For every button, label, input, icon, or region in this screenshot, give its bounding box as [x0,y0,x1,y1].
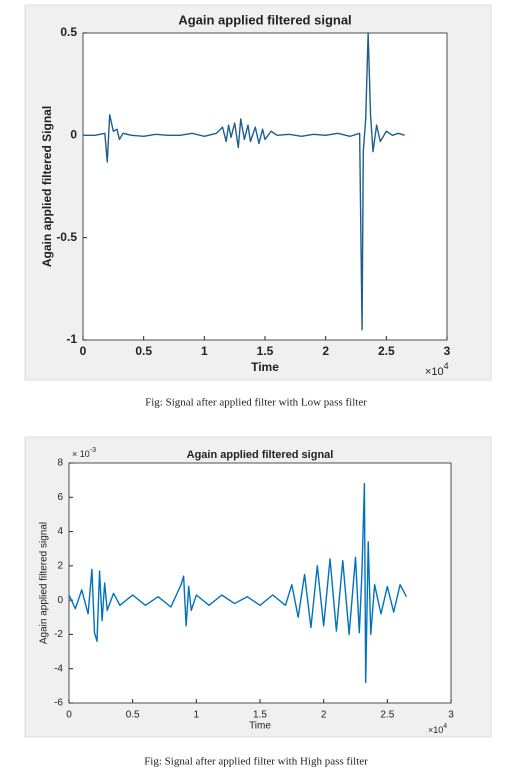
plot-area [82,32,448,341]
x-tick-label: 1.5 [257,344,274,358]
x-tick-label: 2.5 [378,344,395,358]
x-tick-label: 2 [322,344,329,358]
x-tick-label: 1 [201,344,208,358]
x-axis-label: Time [249,721,271,732]
multiplier-base: ×10 [425,366,444,378]
x-tick-label: 1 [194,710,200,721]
y-axis-label: Again applied filtered signal [39,522,50,644]
multiplier-exponent: -3 [90,447,96,454]
multiplier-exponent: 4 [443,723,447,730]
signal-line [68,482,408,684]
y-tick-label: 6 [57,492,63,503]
y-tick-label: 0 [70,128,77,142]
y-tick-label: -1 [66,332,77,346]
y-tick-label: 0 [57,595,63,606]
plot-area [68,462,452,704]
x-tick-label: 0 [80,344,87,358]
x-axis-label: Time [251,360,279,374]
multiplier-base: ×10 [428,725,443,735]
y-axis-label: Again applied filtered Signal [40,106,54,267]
y-tick-label: 0.5 [60,25,77,39]
signal-line [83,32,405,331]
figure-caption: Fig: Signal after applied filter with Lo… [145,397,367,409]
x-tick-label: 0 [66,710,72,721]
y-tick-label: 4 [57,526,63,537]
x-tick-label: 3 [448,710,454,721]
chart-title: Again applied filtered signal [178,12,351,27]
x-tick-label: 2 [321,710,327,721]
y-tick-label: 8 [57,458,63,469]
multiplier-base: × 10 [72,449,90,459]
x-tick-label: 3 [444,344,451,358]
axis-multiplier: ×104 [428,723,447,736]
y-tick-label: -4 [54,663,63,674]
y-tick-label: -0.5 [56,230,77,244]
axis-multiplier: × 10-3 [72,447,96,460]
x-tick-label: 2.5 [380,710,394,721]
y-tick-label: -2 [54,629,63,640]
axis-multiplier: ×104 [425,361,449,378]
x-tick-label: 0.5 [135,344,152,358]
chart-title: Again applied filtered signal [187,449,334,461]
x-tick-label: 1.5 [253,710,267,721]
x-tick-label: 0.5 [126,710,140,721]
figure-caption: Fig: Signal after applied filter with Hi… [144,756,368,768]
y-tick-label: -6 [54,698,63,709]
multiplier-exponent: 4 [444,361,449,371]
y-tick-label: 2 [57,560,63,571]
